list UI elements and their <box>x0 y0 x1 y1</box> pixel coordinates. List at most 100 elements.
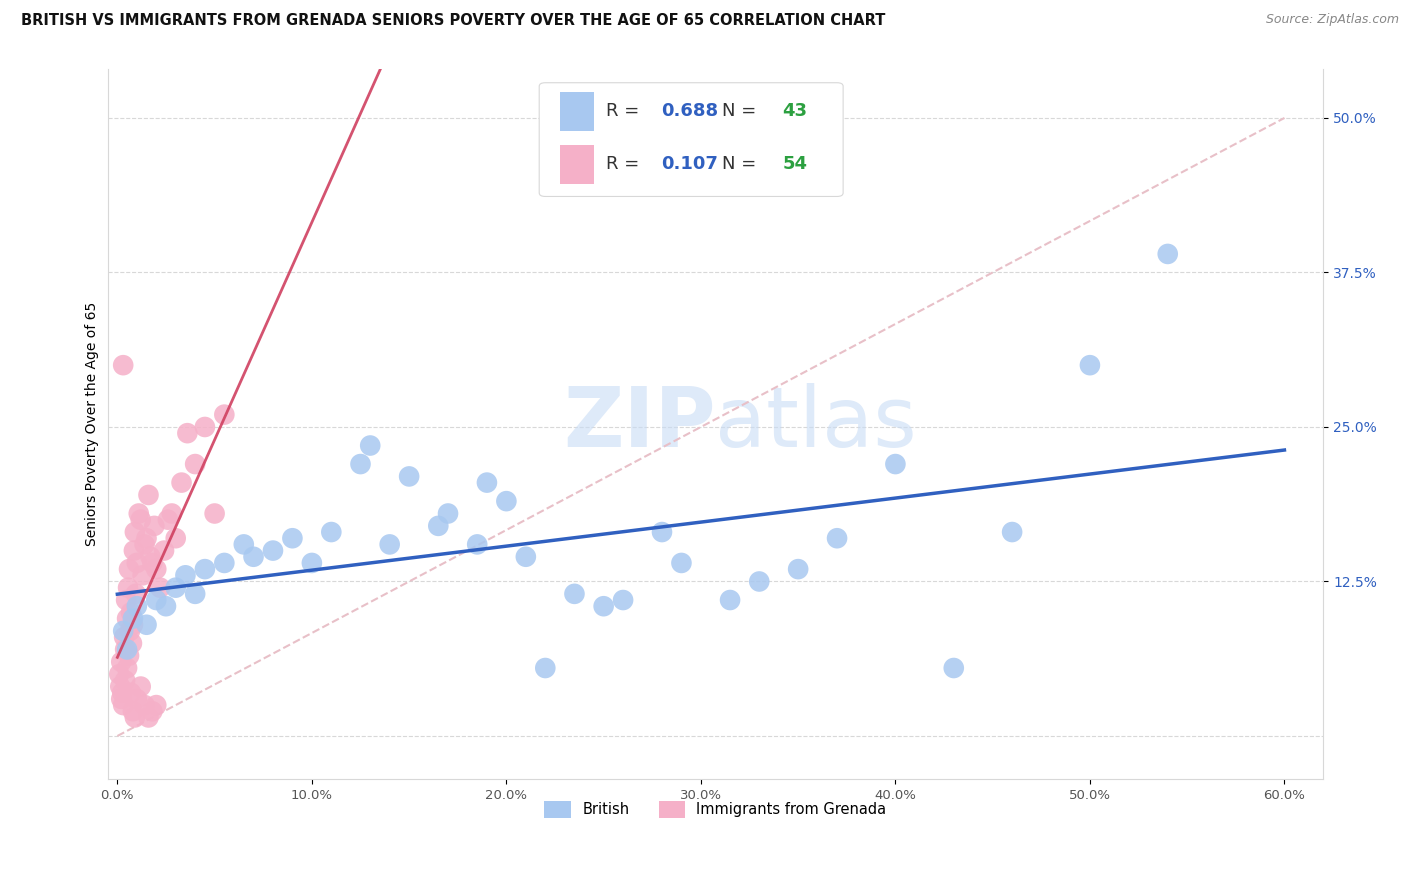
Point <box>1157 247 1180 261</box>
Point <box>115 593 138 607</box>
Point <box>176 426 198 441</box>
FancyBboxPatch shape <box>540 83 844 196</box>
Point <box>138 710 160 724</box>
Point <box>349 457 371 471</box>
Point <box>170 475 193 490</box>
Text: N =: N = <box>721 155 762 173</box>
Point <box>114 642 136 657</box>
Point <box>124 710 146 724</box>
Point <box>110 692 132 706</box>
Text: 0.688: 0.688 <box>661 103 718 120</box>
FancyBboxPatch shape <box>560 92 593 131</box>
Point <box>437 507 460 521</box>
Point <box>884 457 907 471</box>
Point <box>184 457 207 471</box>
Point <box>111 686 134 700</box>
Point <box>145 593 167 607</box>
Point <box>122 617 145 632</box>
Point <box>242 549 264 564</box>
Point <box>160 507 183 521</box>
Point <box>112 698 135 712</box>
Point <box>131 568 153 582</box>
Point <box>671 556 693 570</box>
Point <box>114 673 136 688</box>
Point <box>121 636 143 650</box>
Point <box>156 513 179 527</box>
Point <box>194 420 217 434</box>
Point <box>495 494 517 508</box>
Point <box>129 513 152 527</box>
Point <box>110 655 132 669</box>
Text: 43: 43 <box>782 103 807 120</box>
Point <box>141 704 163 718</box>
Point <box>1078 358 1101 372</box>
Text: 54: 54 <box>782 155 807 173</box>
Point <box>125 692 148 706</box>
Point <box>165 531 187 545</box>
Text: 0.107: 0.107 <box>661 155 717 173</box>
Point <box>592 599 614 614</box>
Point <box>118 624 141 638</box>
Point <box>124 524 146 539</box>
Point <box>125 599 148 614</box>
Text: ZIP: ZIP <box>562 384 716 465</box>
Point <box>125 556 148 570</box>
Point <box>122 543 145 558</box>
Point <box>120 606 142 620</box>
Point <box>112 358 135 372</box>
Point <box>122 704 145 718</box>
Point <box>321 524 343 539</box>
Legend: British, Immigrants from Grenada: British, Immigrants from Grenada <box>537 794 894 825</box>
Point <box>117 581 139 595</box>
Point <box>115 642 138 657</box>
Point <box>135 617 157 632</box>
FancyBboxPatch shape <box>560 145 593 184</box>
Point <box>1001 524 1024 539</box>
Point <box>139 549 162 564</box>
Point <box>108 667 131 681</box>
Point <box>145 698 167 712</box>
Point <box>138 488 160 502</box>
Point <box>155 599 177 614</box>
Point <box>359 438 381 452</box>
Point <box>112 624 135 638</box>
Point <box>115 611 138 625</box>
Point <box>141 556 163 570</box>
Text: N =: N = <box>721 103 762 120</box>
Point <box>112 630 135 644</box>
Point <box>232 537 254 551</box>
Point <box>214 408 236 422</box>
Text: BRITISH VS IMMIGRANTS FROM GRENADA SENIORS POVERTY OVER THE AGE OF 65 CORRELATIO: BRITISH VS IMMIGRANTS FROM GRENADA SENIO… <box>21 13 886 29</box>
Point <box>143 519 166 533</box>
Point <box>378 537 401 551</box>
Point <box>129 680 152 694</box>
Point <box>110 680 132 694</box>
Point <box>174 568 197 582</box>
Point <box>748 574 770 589</box>
Text: atlas: atlas <box>716 384 917 465</box>
Point <box>214 556 236 570</box>
Text: R =: R = <box>606 155 645 173</box>
Point <box>135 531 157 545</box>
Point <box>475 475 498 490</box>
Point <box>128 507 150 521</box>
Point <box>718 593 741 607</box>
Point <box>115 661 138 675</box>
Point <box>184 587 207 601</box>
Point <box>153 543 176 558</box>
Point <box>515 549 537 564</box>
Text: R =: R = <box>606 103 645 120</box>
Point <box>564 587 586 601</box>
Point <box>787 562 810 576</box>
Point <box>301 556 323 570</box>
Point <box>194 562 217 576</box>
Point <box>281 531 304 545</box>
Point <box>465 537 488 551</box>
Point <box>125 587 148 601</box>
Point <box>204 507 226 521</box>
Point <box>612 593 634 607</box>
Point <box>120 686 142 700</box>
Point <box>149 581 172 595</box>
Point <box>165 581 187 595</box>
Point <box>262 543 284 558</box>
